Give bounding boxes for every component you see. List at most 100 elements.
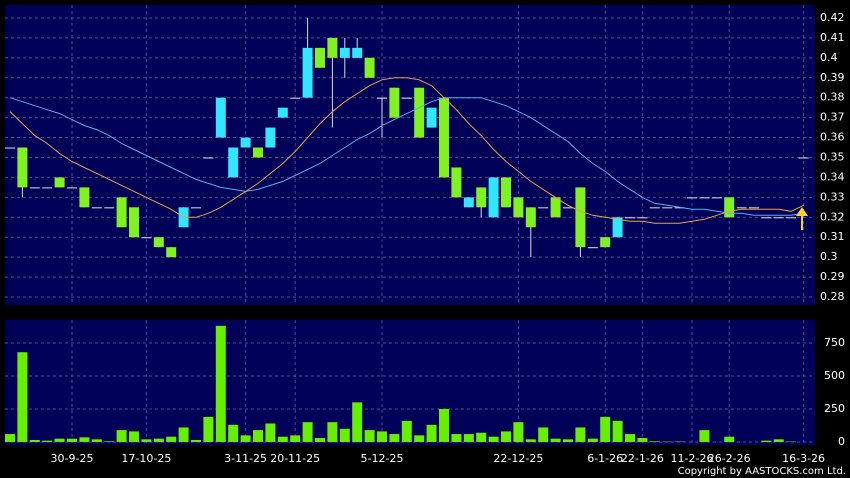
y-tick-label: 0.29	[820, 270, 845, 283]
candle-body	[290, 97, 301, 99]
volume-bar	[327, 422, 338, 442]
candle-body	[625, 217, 635, 219]
candle-body	[29, 187, 40, 189]
volume-bar	[166, 436, 177, 442]
volume-bar	[538, 427, 549, 442]
volume-bar	[315, 438, 325, 442]
volume-bar	[290, 435, 301, 442]
candle-body	[513, 197, 524, 218]
candle-body	[662, 207, 673, 209]
volume-bar	[501, 431, 511, 442]
candle-body	[711, 197, 722, 199]
candle-body	[451, 167, 462, 198]
candle-body	[42, 187, 53, 189]
volume-bar	[203, 416, 214, 442]
candle-body	[17, 147, 28, 188]
candle-body	[116, 197, 127, 228]
y-tick-label: 500	[824, 369, 845, 382]
volume-bar	[637, 438, 648, 442]
y-tick-label: 750	[824, 336, 845, 349]
volume-bar	[253, 430, 263, 442]
volume-bar	[699, 430, 710, 442]
volume-bar	[600, 416, 611, 442]
volume-bar	[649, 441, 660, 442]
x-tick-label: 22-12-25	[493, 452, 543, 465]
volume-bar	[401, 420, 412, 442]
volume-bar	[476, 432, 487, 442]
y-tick-label: 0.34	[820, 170, 845, 183]
candle-body	[761, 217, 772, 219]
volume-bar	[42, 440, 53, 442]
candle-body	[203, 157, 214, 159]
y-tick-label: 0.31	[820, 230, 845, 243]
x-tick-label: 20-11-25	[270, 452, 320, 465]
volume-bar	[525, 439, 536, 442]
volume-bar	[17, 352, 28, 442]
y-tick-label: 0.28	[820, 290, 845, 303]
volume-bar	[352, 402, 363, 442]
y-tick-label: 0.4	[820, 51, 838, 64]
volume-bar	[364, 430, 375, 442]
candle-body	[240, 137, 251, 148]
candle-body	[5, 147, 15, 149]
volume-bar	[513, 422, 524, 442]
candle-body	[265, 127, 276, 148]
volume-bar	[377, 431, 387, 442]
candle-body	[439, 97, 449, 178]
x-tick-label: 3-11-25	[224, 452, 267, 465]
volume-bar	[389, 434, 400, 442]
candle-body	[575, 187, 586, 248]
y-tick-label: 0.32	[820, 210, 845, 223]
candle-body	[277, 107, 288, 118]
volume-bar	[91, 439, 102, 442]
candle-body	[798, 157, 809, 159]
volume-bar	[724, 436, 735, 442]
x-tick-label: 30-9-25	[51, 452, 94, 465]
candle-body	[426, 107, 437, 128]
volume-bar	[414, 435, 425, 442]
candle-body	[749, 207, 759, 209]
candle-body	[476, 187, 487, 208]
candle-body	[699, 197, 710, 199]
plot-layer: 30-9-25 17-10-25 3-11-25 20-11-25 5-12-25 22-…	[5, 5, 845, 465]
candle-body	[91, 207, 102, 209]
x-tick-label: 22-1-26	[621, 452, 664, 465]
candle-body	[339, 47, 350, 58]
volume-bar	[116, 430, 127, 442]
candle-body	[637, 217, 648, 219]
x-tick-label: 26-2-26	[708, 452, 751, 465]
volume-bar	[153, 438, 164, 442]
y-tick-label: 0.37	[820, 111, 845, 124]
candle-body	[600, 237, 611, 248]
price-panel	[5, 5, 815, 305]
y-tick-label: 0.3	[820, 250, 838, 263]
candle-body	[215, 97, 226, 138]
volume-bar	[265, 423, 276, 442]
volume-bar	[240, 435, 251, 442]
volume-bar	[339, 428, 350, 442]
y-tick-label: 0.42	[820, 11, 845, 24]
y-tick-label: 0.35	[820, 150, 845, 163]
candle-body	[463, 197, 474, 208]
x-tick-label: 17-10-25	[121, 452, 171, 465]
candle-body	[191, 207, 201, 209]
y-tick-label: 0.39	[820, 71, 845, 84]
volume-bar	[451, 434, 462, 442]
volume-bar	[612, 420, 623, 442]
candle-body	[377, 97, 387, 99]
candle-body	[253, 147, 263, 158]
candle-body	[79, 187, 90, 208]
volume-bar	[550, 438, 561, 442]
volume-bar	[563, 439, 573, 442]
candle-body	[674, 207, 685, 209]
candle-body	[153, 237, 164, 248]
volume-bar	[129, 431, 139, 442]
volume-bar	[761, 440, 772, 442]
candle-body	[414, 87, 425, 138]
candle-body	[315, 47, 325, 68]
y-tick-label: 0.38	[820, 91, 845, 104]
volume-bar	[488, 436, 499, 442]
candle-body	[649, 207, 660, 209]
